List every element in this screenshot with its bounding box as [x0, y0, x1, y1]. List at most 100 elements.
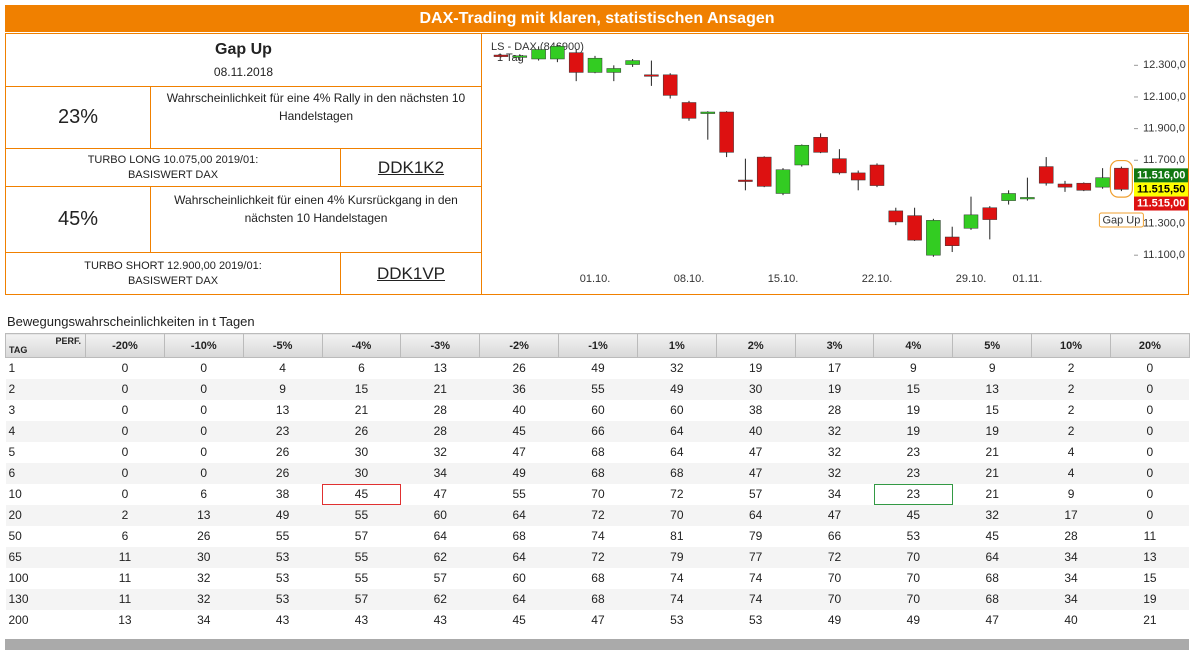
column-header: 3% — [794, 333, 875, 358]
value-cell: 6 — [358, 361, 365, 376]
value-cell: 0 — [1146, 487, 1154, 501]
value-cell: 64 — [670, 445, 684, 459]
candle-body — [568, 52, 584, 73]
tag-cell: 10 — [8, 487, 22, 501]
value-cell: 28 — [400, 420, 480, 442]
candle-body — [662, 74, 678, 96]
value-cell: 64 — [637, 420, 717, 442]
value-cell: 62 — [400, 588, 480, 610]
column-header: 2% — [715, 333, 796, 358]
y-tick-label: 11.700,0 — [1143, 154, 1185, 166]
value-cell: 0 — [164, 378, 244, 400]
perf-label: PERF. — [55, 336, 81, 346]
value-cell: 0 — [200, 361, 208, 376]
candle-body — [869, 164, 885, 186]
candle-body — [1057, 183, 1073, 188]
candle-body — [606, 68, 622, 73]
value-cell: 79 — [637, 546, 717, 568]
value-cell: 0 — [1110, 420, 1190, 442]
value-cell: 34 — [1031, 546, 1111, 568]
candle-body — [832, 158, 847, 174]
value-cell: 13 — [433, 361, 447, 376]
value-cell: 11 — [85, 588, 165, 610]
candle-body — [813, 137, 828, 153]
value-cell: 21 — [354, 403, 369, 417]
value-cell: 15 — [985, 403, 999, 417]
tag-cell: 1 — [8, 361, 16, 376]
value-cell: 49 — [637, 378, 717, 400]
candle-body — [982, 207, 998, 220]
candle-body — [907, 215, 922, 241]
value-cell: 68 — [952, 588, 1032, 610]
value-cell: 34 — [827, 487, 842, 501]
value-cell: 70 — [873, 546, 953, 568]
value-cell: 45 — [985, 529, 999, 543]
value-cell: 0 — [1110, 504, 1190, 526]
x-tick-label: 15.10. — [768, 273, 799, 285]
value-cell: 47 — [591, 613, 605, 627]
candlestick-chart: LS - DAX (846900)1 Tag11.100,011.300,011… — [491, 41, 1188, 285]
column-header: -10% — [163, 333, 244, 358]
value-cell: 72 — [795, 546, 874, 568]
value-cell: 26 — [243, 462, 323, 484]
value-cell: 15 — [322, 378, 401, 400]
candle-body — [738, 179, 753, 182]
value-cell: 64 — [433, 529, 447, 543]
value-cell: 38 — [748, 403, 763, 417]
long-probability: 23% — [6, 87, 151, 149]
value-cell: 32 — [795, 462, 874, 484]
value-cell: 0 — [1110, 378, 1190, 400]
y-tick-label: 11.300,0 — [1143, 217, 1185, 229]
table-row: 2 0 0 9 15 21 36 55 49 30 19 15 13 2 0 — [5, 378, 1190, 400]
value-cell: 36 — [479, 378, 559, 400]
signal-name: Gap Up — [215, 41, 272, 58]
candle-body — [625, 60, 640, 65]
candle-body — [944, 236, 960, 246]
value-cell: 68 — [558, 588, 638, 610]
value-cell: 60 — [591, 403, 605, 417]
value-cell: 55 — [558, 378, 638, 400]
tag-cell: 4 — [5, 420, 86, 442]
value-cell: 15 — [1143, 571, 1157, 585]
value-cell: 47 — [716, 462, 796, 484]
table-row: 130 11 32 53 57 62 64 68 74 74 70 70 68 34 19 — [5, 588, 1190, 610]
value-cell: 68 — [591, 445, 605, 459]
candle-body — [775, 169, 791, 194]
value-cell: 28 — [433, 403, 447, 417]
long-code-link[interactable]: DDK1K2 — [377, 157, 445, 177]
candle-body — [1095, 177, 1110, 188]
value-cell: 23 — [906, 445, 921, 459]
value-cell: 0 — [121, 487, 129, 501]
value-cell: 74 — [748, 571, 763, 585]
table-row: 5 0 0 26 30 32 47 68 64 47 32 23 21 4 0 — [6, 442, 1190, 463]
candle-body — [1076, 182, 1092, 191]
header-row: TAG PERF. -20% -10% -5% -4% -3% -2% -1% 1% 2% 3% 4% 5… — [5, 333, 1190, 358]
value-cell: 72 — [558, 504, 638, 526]
value-cell: 21 — [985, 445, 999, 459]
value-cell: 53 — [748, 613, 763, 627]
candle-body — [587, 57, 603, 73]
short-code-link[interactable]: DDK1VP — [376, 263, 446, 283]
y-tick-label: 11.900,0 — [1143, 123, 1185, 135]
value-cell: 70 — [591, 487, 605, 501]
value-cell: 0 — [85, 378, 165, 400]
value-cell: 68 — [512, 529, 526, 543]
value-cell: 68 — [591, 571, 605, 585]
candle-body — [700, 111, 716, 114]
value-cell: 53 — [670, 613, 684, 627]
value-cell: 6 — [121, 529, 129, 543]
value-cell: 32 — [795, 420, 874, 442]
short-probability: 45% — [6, 187, 151, 253]
value-cell: 9 — [243, 378, 323, 400]
x-tick-label: 29.10. — [956, 273, 987, 285]
value-cell: 26 — [512, 361, 526, 376]
candle-body — [756, 156, 772, 187]
value-cell: 64 — [479, 504, 559, 526]
value-cell: 0 — [85, 420, 165, 442]
value-cell: 66 — [827, 529, 842, 543]
value-cell: 49 — [479, 462, 559, 484]
table-row: 6 0 0 26 30 34 49 68 68 47 32 23 21 4 0 — [5, 462, 1190, 484]
value-cell: 64 — [952, 546, 1032, 568]
tag-cell: 100 — [8, 571, 29, 585]
